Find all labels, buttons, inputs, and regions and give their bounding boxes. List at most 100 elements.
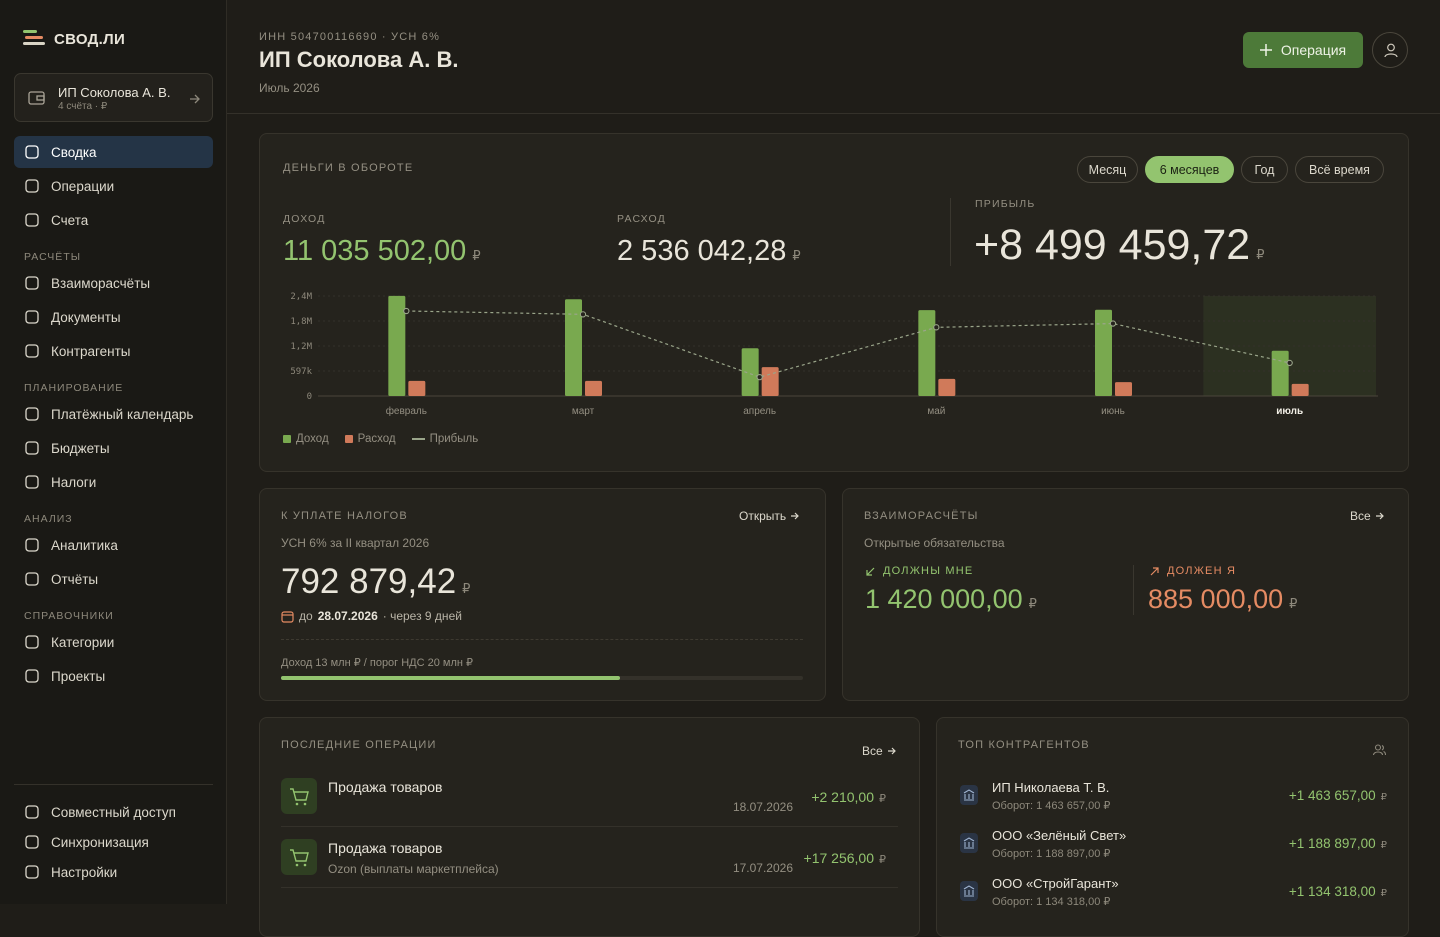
nav-icon [25,441,39,455]
profile-button[interactable] [1372,32,1408,68]
nav-label: Взаиморасчёты [51,275,151,291]
bar [565,299,582,396]
nav-item[interactable]: Счета [14,204,213,236]
card-title: ВЗАИМОРАСЧЁТЫ [864,510,979,522]
legend-item: Доход [283,433,329,445]
counterparty-row[interactable]: ООО «Зелёный Свет» Оборот: 1 188 897,00 ₽… [960,826,1387,866]
nav-item[interactable]: Отчёты [14,563,213,595]
period-tab[interactable]: Всё время [1295,156,1384,183]
page-title: ИП Соколова А. В. [259,47,459,72]
nav-icon [25,572,39,586]
user-icon [1384,43,1398,58]
divider [281,639,803,640]
bank-icon [960,881,978,901]
operation-row[interactable]: Продажа товаров 18.07.2026 +2 210,00 ₽ [281,778,898,828]
period-tab[interactable]: 6 месяцев [1145,156,1234,183]
nav-label: Контрагенты [51,343,131,359]
open-link[interactable]: Открыть [739,509,800,523]
profit-point [756,374,763,381]
tax-amount: 792 879,42 ₽ [281,562,470,602]
counterparty-name: ООО «СтройГарант» [992,876,1119,891]
nav-item[interactable]: Сводка [14,136,213,168]
nav-item[interactable]: Документы [14,301,213,333]
profit-point [933,324,940,331]
nav-item[interactable]: Платёжный календарь [14,398,213,430]
operation-row[interactable]: Продажа товаров Ozon (выплаты маркетплейс… [281,839,898,889]
due-date-value: 28.07.2026 [317,609,378,623]
bar [1271,350,1289,396]
amount: 792 879,42 [281,562,457,601]
operation-title: Продажа товаров [328,779,443,795]
nav-item[interactable]: Синхронизация [14,827,213,857]
counterparty-row[interactable]: ООО «СтройГарант» Оборот: 1 134 318,00 ₽ +… [960,874,1387,914]
counterparties-card [936,717,1409,937]
header-divider [227,113,1440,114]
nav-item[interactable]: Аналитика [14,529,213,561]
nav-icon [25,145,39,159]
nav-icon [25,475,39,489]
nav-label: Отчёты [51,571,99,587]
nav-item[interactable]: Взаиморасчёты [14,267,213,299]
all-link[interactable]: Все [1350,509,1385,523]
currency: ₽ [462,581,471,596]
counterparty-icon [960,785,978,810]
all-link[interactable]: Все [862,744,897,758]
currency: ₽ [1289,596,1298,611]
nav-item[interactable]: Настройки [14,857,213,887]
nav-item[interactable]: Проекты [14,660,213,692]
nav-section-title: РАСЧЁТЫ [24,251,82,263]
nav-label: Настройки [51,864,118,880]
amount: 2 536 042,28 [617,235,787,267]
nav-icon [25,213,39,227]
x-tick-label: июнь [1101,406,1125,417]
owe-label: ДОЛЖЕН Я [1150,565,1236,577]
divider [1133,565,1134,615]
people-icon [1373,744,1386,756]
arrow-icon [791,512,799,520]
nav-item[interactable]: Налоги [14,466,213,498]
legend-label: Доход [296,433,329,445]
amount: 1 420 000,00 [865,584,1023,614]
income-amount: 11 035 502,00 ₽ [283,235,481,268]
arrow-icon [866,567,875,576]
nav-item[interactable]: Категории [14,626,213,658]
add-operation-button[interactable]: Операция [1243,32,1363,68]
divider [14,784,213,785]
nav-item[interactable]: Бюджеты [14,432,213,464]
y-tick-label: 2,4M [290,292,312,302]
x-tick-label: апрель [743,406,776,417]
nav-label: Аналитика [51,537,118,553]
logo: СВОД.ЛИ [54,31,126,48]
arrow-icon [1150,566,1159,575]
account-switch[interactable]: ИП Соколова А. В. 4 счёта · ₽ [14,73,213,122]
counterparty-row[interactable]: ИП Николаева Т. В. Оборот: 1 463 657,00 ₽… [960,778,1387,818]
logo-icon [23,30,45,45]
currency: ₽ [1380,888,1387,899]
period-tab[interactable]: Год [1241,156,1288,183]
currency: ₽ [472,248,481,263]
nav-item[interactable]: Контрагенты [14,335,213,367]
nav-icon [25,407,39,421]
nav-item[interactable]: Операции [14,170,213,202]
currency: ₽ [1380,792,1387,803]
legend-item: Расход [344,433,396,445]
counterparty-turnover: Оборот: 1 188 897,00 ₽ [992,848,1111,860]
nav-label: Категории [51,634,115,650]
x-tick-label: март [572,406,595,417]
currency: ₽ [1028,596,1037,611]
progress-fill [281,676,621,680]
operation-title: Продажа товаров [328,840,443,856]
nav-label: Бюджеты [51,440,110,456]
operation-date: 17.07.2026 [732,861,793,875]
currency: ₽ [1256,247,1265,262]
period-tab[interactable]: Месяц [1077,156,1138,183]
legend-label: Расход [357,433,396,445]
nav-item[interactable]: Совместный доступ [14,797,213,827]
legend-swatch [411,438,425,440]
profit-point [1286,359,1293,367]
y-tick-label: 597k [290,367,312,377]
bar [408,380,426,396]
nav-icon [25,805,39,819]
x-tick-label: июль [1276,406,1303,417]
turnover-card [259,133,1409,472]
